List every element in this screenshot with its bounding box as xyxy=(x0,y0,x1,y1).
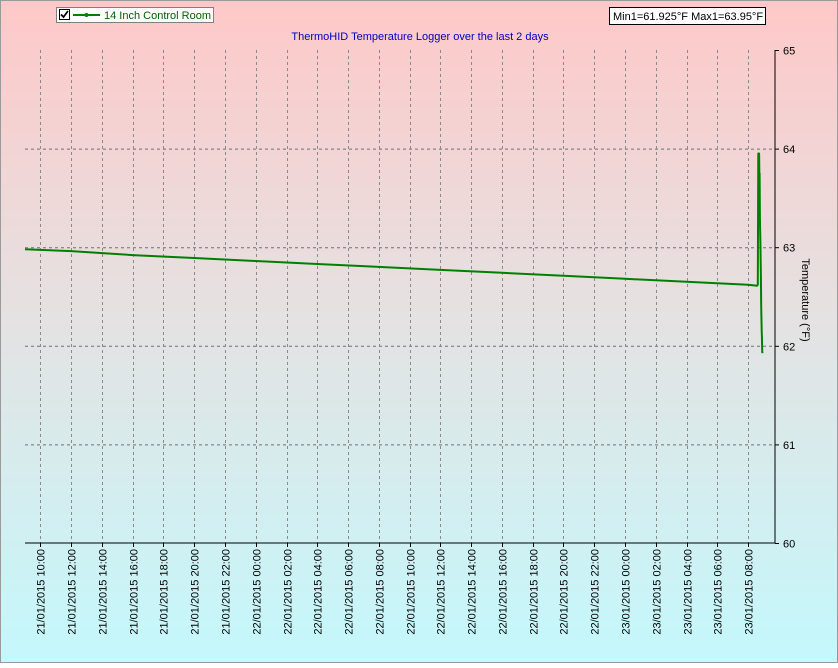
x-tick-label: 22/01/2015 16:00 xyxy=(498,549,510,635)
x-tick-label: 23/01/2015 02:00 xyxy=(652,549,664,635)
series xyxy=(24,152,764,354)
x-tick-label: 21/01/2015 16:00 xyxy=(129,549,141,635)
x-tick-label: 23/01/2015 08:00 xyxy=(744,549,756,635)
x-tick-label: 22/01/2015 04:00 xyxy=(313,549,325,635)
x-tick-label: 22/01/2015 10:00 xyxy=(406,549,418,635)
x-tick-label: 22/01/2015 14:00 xyxy=(467,549,479,635)
x-ticks: 21/01/2015 10:00 21/01/2015 12:00 21/01/20… xyxy=(36,543,756,635)
check-icon xyxy=(60,10,69,19)
x-tick-label: 21/01/2015 20:00 xyxy=(190,549,202,635)
legend-marker-icon xyxy=(84,13,89,17)
x-tick-label: 21/01/2015 10:00 xyxy=(36,549,48,635)
y-tick-label: 64 xyxy=(783,144,795,156)
stats-box xyxy=(609,7,766,25)
y-tick-label: 65 xyxy=(783,46,795,58)
x-tick-label: 23/01/2015 04:00 xyxy=(683,549,695,635)
y-tick-label: 62 xyxy=(783,341,795,353)
series-line xyxy=(24,152,764,354)
grid xyxy=(25,50,775,543)
x-tick-label: 21/01/2015 22:00 xyxy=(221,549,233,635)
stats-box-text: Min1=61.925°F Max1=63.95°F xyxy=(613,11,763,23)
x-tick-label: 22/01/2015 08:00 xyxy=(375,549,387,635)
x-tick-label: 22/01/2015 20:00 xyxy=(559,549,571,635)
x-tick-label: 23/01/2015 00:00 xyxy=(621,549,633,635)
y-ticks: 60 61 62 63 64 65 xyxy=(775,46,795,551)
chart-title: ThermoHID Temperature Logger over the la… xyxy=(291,31,549,43)
legend[interactable]: 14 Inch Control Room xyxy=(56,7,214,23)
legend-box xyxy=(56,7,214,23)
x-tick-label: 23/01/2015 06:00 xyxy=(713,549,725,635)
x-tick-label: 22/01/2015 18:00 xyxy=(529,549,541,635)
stats-box-group: Min1=61.925°F Max1=63.95°F xyxy=(609,7,766,25)
legend-label: 14 Inch Control Room xyxy=(104,10,211,22)
y-tick-label: 60 xyxy=(783,539,795,551)
y-axis-label: Temperature (°F) xyxy=(799,258,811,341)
x-tick-label: 22/01/2015 02:00 xyxy=(283,549,295,635)
x-tick-label: 21/01/2015 14:00 xyxy=(98,549,110,635)
x-tick-label: 22/01/2015 12:00 xyxy=(436,549,448,635)
y-tick-label: 63 xyxy=(783,243,795,255)
x-tick-label: 22/01/2015 00:00 xyxy=(252,549,264,635)
x-tick-label: 22/01/2015 22:00 xyxy=(590,549,602,635)
y-tick-label: 61 xyxy=(783,440,795,452)
x-tick-label: 21/01/2015 12:00 xyxy=(67,549,79,635)
x-tick-label: 22/01/2015 06:00 xyxy=(344,549,356,635)
x-tick-label: 21/01/2015 18:00 xyxy=(159,549,171,635)
